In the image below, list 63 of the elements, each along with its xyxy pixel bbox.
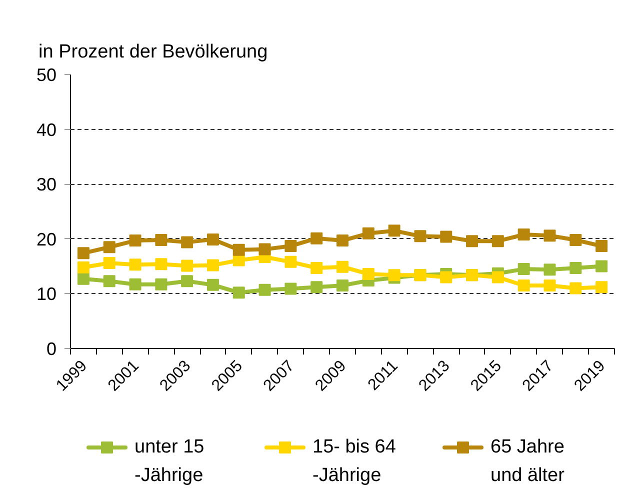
point xyxy=(544,279,556,292)
point xyxy=(129,278,142,290)
point xyxy=(518,263,530,276)
point xyxy=(206,278,219,291)
y-tick-label: 40 xyxy=(36,120,57,140)
point xyxy=(77,261,90,274)
point xyxy=(336,234,348,247)
y-tick-label: 0 xyxy=(46,339,57,359)
point xyxy=(103,257,116,270)
point xyxy=(310,232,323,244)
y-tick-label: 10 xyxy=(36,284,57,304)
y-tick-label: 20 xyxy=(36,229,57,250)
point xyxy=(181,236,194,248)
point xyxy=(596,260,608,272)
point xyxy=(466,235,478,248)
point xyxy=(103,241,116,254)
point xyxy=(206,259,219,272)
point xyxy=(336,260,348,273)
y-tick-label: 30 xyxy=(36,174,57,195)
point xyxy=(518,228,530,241)
point xyxy=(414,230,426,242)
point xyxy=(570,262,582,274)
point xyxy=(77,272,90,285)
point xyxy=(258,284,271,296)
point xyxy=(310,262,323,274)
point xyxy=(596,281,608,294)
point xyxy=(440,271,452,284)
legend-label: 15- bis 64-Jährige xyxy=(312,436,396,486)
point xyxy=(570,234,582,246)
y-tick-label: 50 xyxy=(36,65,57,85)
point xyxy=(103,275,116,288)
point xyxy=(232,244,245,256)
legend-label: unter 15-Jährige xyxy=(134,436,204,486)
point xyxy=(284,240,297,252)
point xyxy=(129,234,142,247)
point xyxy=(77,247,90,260)
legend-label: 65 Jahre und älter xyxy=(490,436,566,486)
point xyxy=(388,224,400,237)
point xyxy=(388,269,400,282)
point xyxy=(310,281,323,294)
point xyxy=(155,258,168,270)
point xyxy=(336,279,348,292)
point xyxy=(232,286,245,299)
point xyxy=(596,240,608,252)
point xyxy=(492,271,504,284)
y-axis-title: in Prozent der Bevölkerung xyxy=(38,42,268,62)
point xyxy=(440,230,452,243)
point xyxy=(284,256,297,268)
point xyxy=(492,235,504,248)
point xyxy=(518,279,530,292)
point xyxy=(258,243,271,256)
point xyxy=(570,282,582,294)
point xyxy=(155,234,168,246)
point xyxy=(284,282,297,295)
point xyxy=(206,233,219,246)
point xyxy=(181,275,194,288)
point xyxy=(181,260,194,272)
point xyxy=(155,278,168,290)
point xyxy=(544,230,556,242)
point xyxy=(362,268,374,280)
point xyxy=(129,258,142,271)
point xyxy=(362,227,374,240)
point xyxy=(544,264,556,276)
